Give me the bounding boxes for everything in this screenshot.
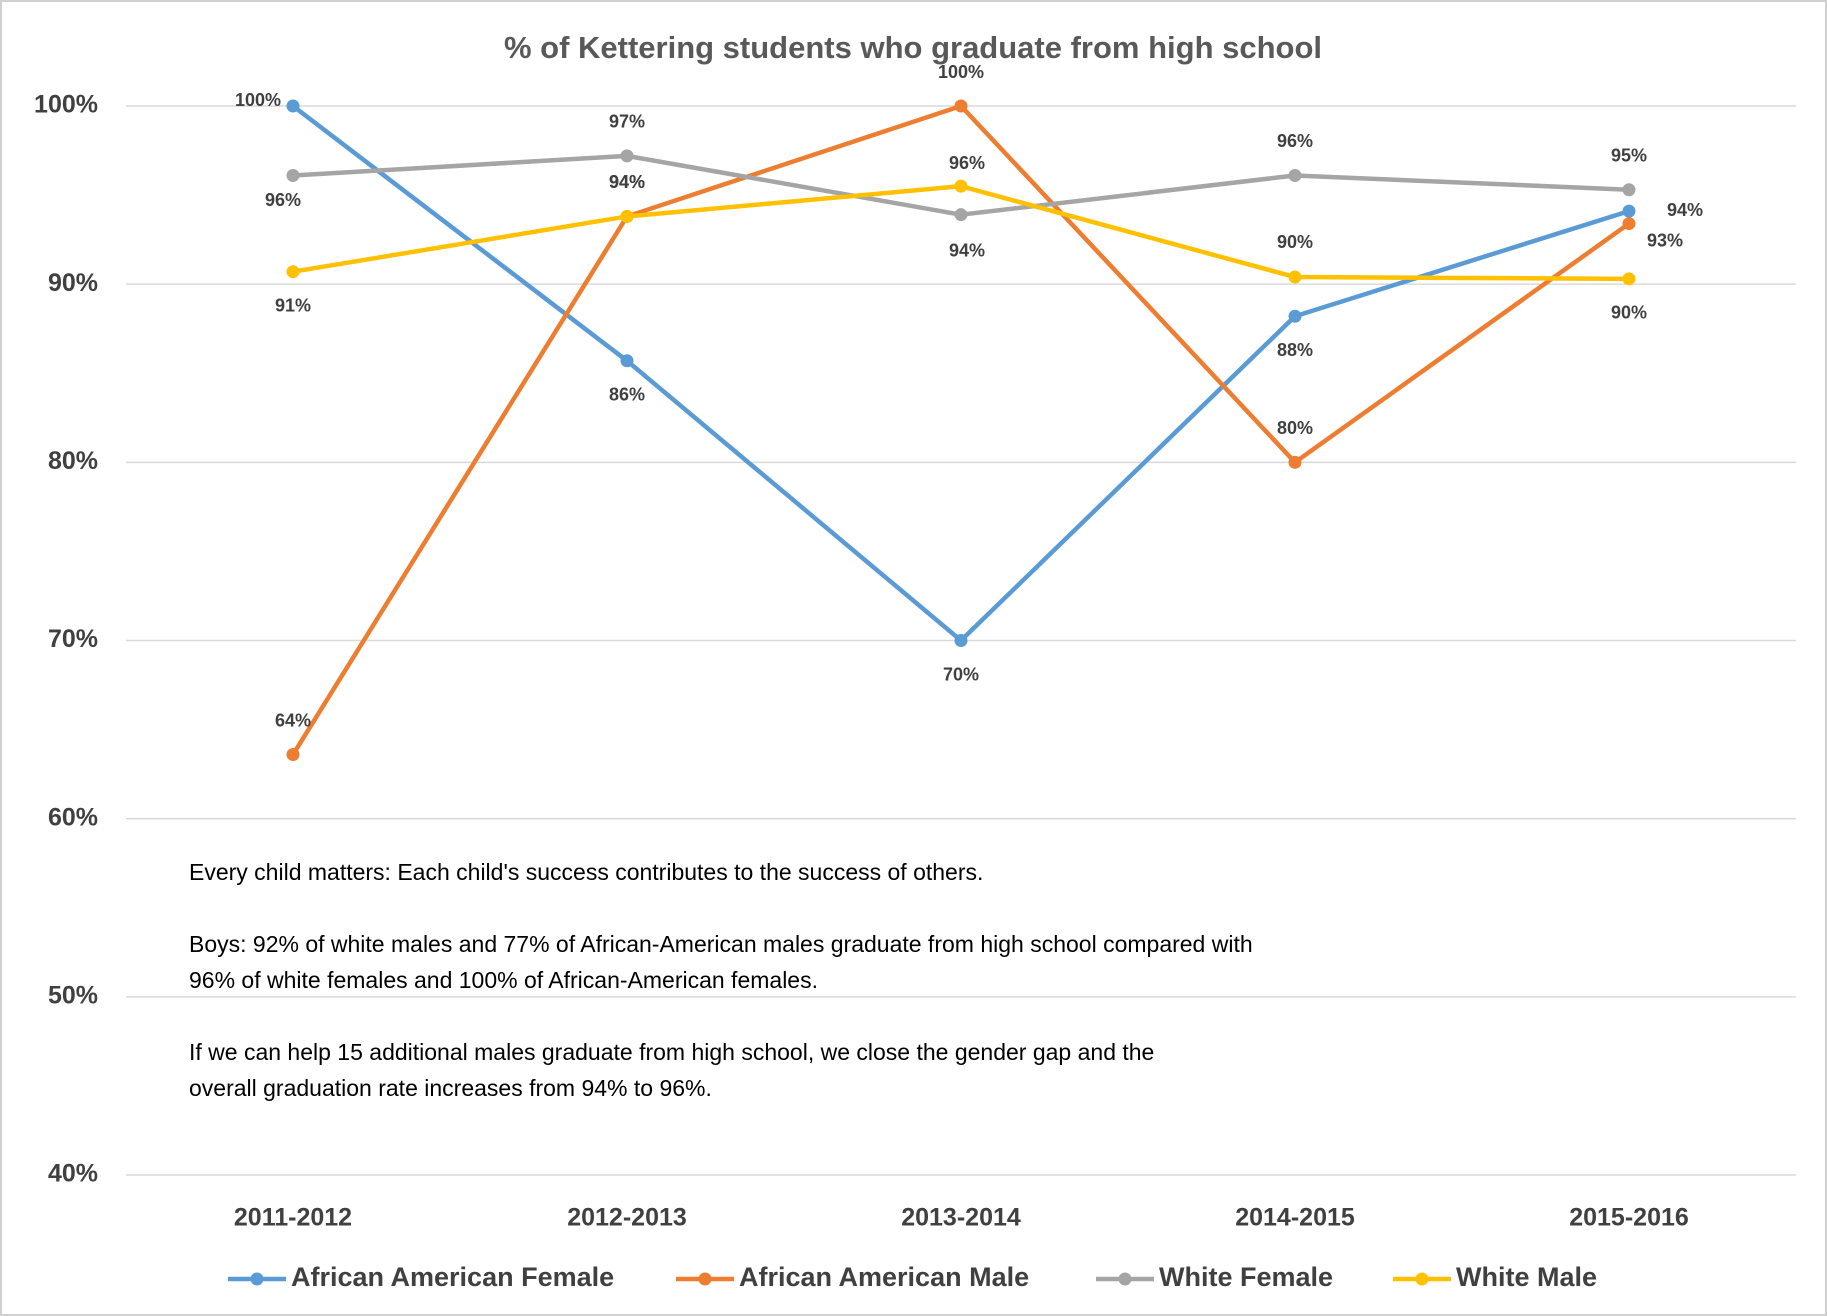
annotation: If we can help 15 additional males gradu… bbox=[189, 1039, 1154, 1065]
y-tick-label: 90% bbox=[48, 269, 98, 297]
y-tick-label: 50% bbox=[48, 981, 98, 1009]
data-label: 90% bbox=[1611, 303, 1647, 323]
x-tick-label: 2014-2015 bbox=[1235, 1204, 1355, 1232]
data-label: 97% bbox=[609, 112, 645, 132]
data-point bbox=[286, 168, 300, 182]
data-point bbox=[620, 354, 634, 368]
legend-marker bbox=[1118, 1272, 1132, 1286]
data-label: 91% bbox=[275, 295, 311, 315]
data-label: 96% bbox=[1277, 131, 1313, 151]
data-point bbox=[1622, 183, 1636, 197]
data-label: 95% bbox=[1611, 145, 1647, 165]
data-label: 94% bbox=[949, 240, 985, 260]
data-label: 96% bbox=[949, 153, 985, 173]
data-point bbox=[620, 209, 634, 223]
legend-marker bbox=[698, 1272, 712, 1286]
data-point bbox=[286, 99, 300, 113]
legend-label: African American Female bbox=[291, 1262, 614, 1292]
y-tick-label: 70% bbox=[48, 625, 98, 653]
annotation: 96% of white females and 100% of African… bbox=[189, 967, 818, 993]
legend-marker bbox=[250, 1272, 264, 1286]
data-point bbox=[954, 208, 968, 222]
data-point bbox=[1288, 270, 1302, 284]
annotation: overall graduation rate increases from 9… bbox=[189, 1075, 712, 1101]
legend-label: African American Male bbox=[739, 1262, 1029, 1292]
data-label: 100% bbox=[938, 62, 984, 82]
data-label: 94% bbox=[609, 172, 645, 192]
x-tick-label: 2015-2016 bbox=[1569, 1204, 1689, 1232]
legend-marker bbox=[1415, 1272, 1429, 1286]
legend-label: White Male bbox=[1456, 1262, 1597, 1292]
annotation: Every child matters: Each child's succes… bbox=[189, 859, 983, 885]
data-point bbox=[1288, 455, 1302, 469]
data-label: 64% bbox=[275, 710, 311, 730]
data-label: 86% bbox=[609, 385, 645, 405]
data-label: 70% bbox=[943, 664, 979, 684]
legend-label: White Female bbox=[1159, 1262, 1333, 1292]
x-tick-label: 2012-2013 bbox=[567, 1204, 687, 1232]
data-point bbox=[1622, 217, 1636, 231]
data-label: 94% bbox=[609, 172, 645, 192]
data-label: 96% bbox=[265, 190, 301, 210]
y-tick-label: 100% bbox=[34, 91, 98, 119]
data-label: 88% bbox=[1277, 340, 1313, 360]
chart-title: % of Kettering students who graduate fro… bbox=[504, 30, 1322, 65]
x-tick-label: 2013-2014 bbox=[901, 1204, 1021, 1232]
data-label: 94% bbox=[1667, 200, 1703, 220]
x-tick-label: 2011-2012 bbox=[234, 1204, 352, 1232]
data-point bbox=[1622, 204, 1636, 218]
data-point bbox=[286, 265, 300, 279]
data-point bbox=[1288, 168, 1302, 182]
annotation: Boys: 92% of white males and 77% of Afri… bbox=[189, 931, 1253, 957]
y-tick-label: 60% bbox=[48, 803, 98, 831]
data-label: 90% bbox=[1277, 232, 1313, 252]
data-point bbox=[1622, 272, 1636, 286]
data-point bbox=[954, 99, 968, 113]
data-point bbox=[620, 149, 634, 163]
data-label: 93% bbox=[1647, 230, 1683, 250]
data-label: 80% bbox=[1277, 418, 1313, 438]
y-tick-label: 80% bbox=[48, 447, 98, 475]
data-point bbox=[1288, 309, 1302, 323]
y-tick-label: 40% bbox=[48, 1160, 98, 1188]
data-point bbox=[954, 179, 968, 193]
data-point bbox=[286, 748, 300, 762]
data-label: 100% bbox=[235, 90, 281, 110]
data-point bbox=[954, 634, 968, 647]
